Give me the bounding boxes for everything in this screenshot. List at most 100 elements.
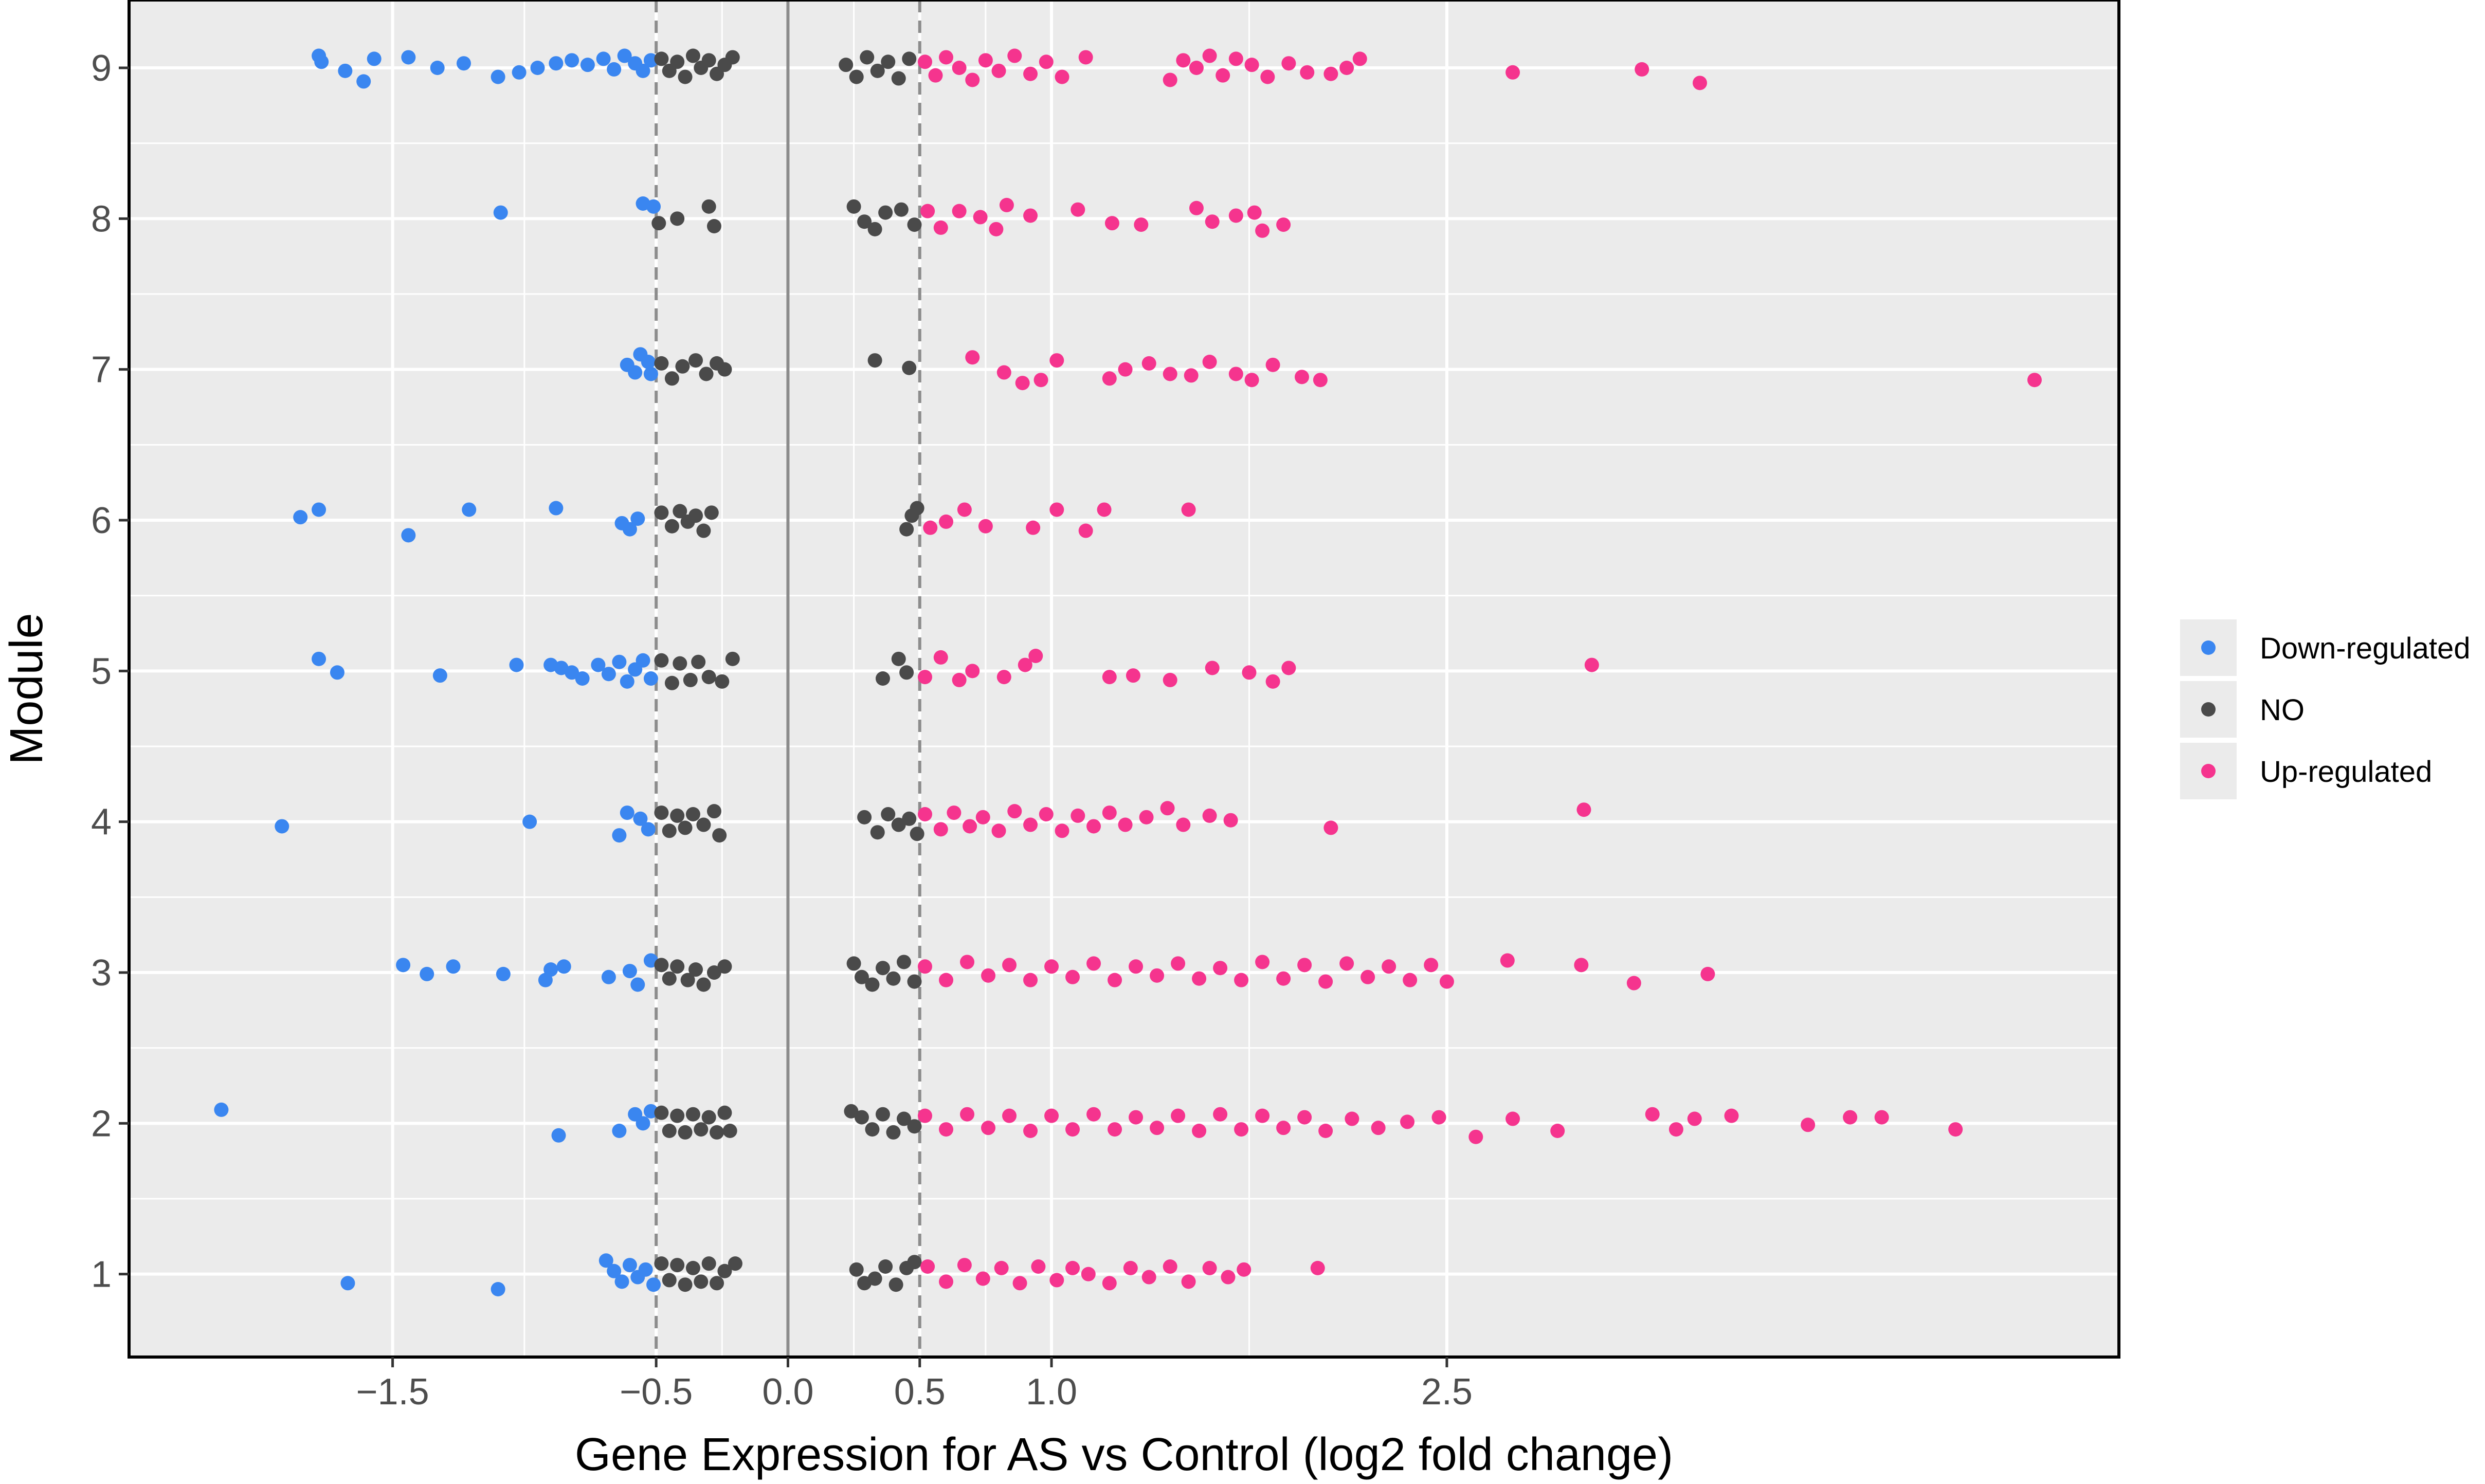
point-no [654,958,669,973]
point-down-regulated [620,805,634,820]
point-no [651,216,666,231]
point-up-regulated [1150,1121,1165,1135]
point-up-regulated [918,1108,932,1123]
point-down-regulated [420,966,434,981]
point-no [854,969,869,984]
point-down-regulated [646,199,661,214]
point-down-regulated [312,651,327,666]
point-up-regulated [939,973,954,987]
point-down-regulated [446,959,461,974]
point-up-regulated [1382,959,1396,974]
point-no [654,356,669,371]
point-down-regulated [462,502,477,517]
point-down-regulated [591,657,606,672]
point-up-regulated [920,204,935,218]
point-down-regulated [622,964,637,979]
point-up-regulated [1310,1260,1325,1275]
point-no [717,959,732,974]
point-up-regulated [939,514,954,529]
point-no [896,1111,911,1126]
point-up-regulated [1237,1262,1251,1277]
point-no [875,961,890,976]
point-down-regulated [612,1124,627,1138]
point-up-regulated [1323,66,1338,81]
point-down-regulated [620,674,634,689]
point-up-regulated [1002,1108,1017,1123]
point-down-regulated [575,671,590,686]
point-up-regulated [1023,66,1038,81]
point-no [654,805,669,820]
point-down-regulated [580,58,595,72]
point-no [670,54,685,69]
point-up-regulated [963,819,977,834]
point-down-regulated [509,657,524,672]
point-up-regulated [1216,68,1230,83]
x-axis-title: Gene Expression for AS vs Control (log2 … [575,1429,1673,1480]
point-down-regulated [275,819,289,834]
point-no [664,519,679,534]
point-up-regulated [1297,958,1312,973]
point-up-regulated [918,54,932,69]
point-down-regulated [607,1263,622,1278]
point-up-regulated [2027,373,2042,388]
point-no [654,1105,669,1120]
legend-label-down-regulated: Down-regulated [2260,632,2470,665]
point-up-regulated [975,810,990,825]
point-up-regulated [981,1121,996,1135]
point-no [675,359,690,374]
point-up-regulated [1265,674,1280,689]
point-no [701,199,716,214]
point-no [685,1260,700,1275]
point-up-regulated [1044,1108,1059,1123]
point-up-regulated [1294,370,1309,384]
point-up-regulated [1189,200,1204,215]
point-up-regulated [1213,1107,1228,1122]
point-no [896,955,911,969]
point-down-regulated [598,1253,613,1268]
point-no [717,1105,732,1120]
point-up-regulated [1202,808,1217,823]
point-up-regulated [1724,1108,1739,1123]
point-up-regulated [933,650,948,665]
point-down-regulated [293,510,308,525]
point-up-regulated [1163,367,1177,381]
point-up-regulated [994,1260,1009,1275]
point-down-regulated [530,61,545,75]
point-up-regulated [1403,973,1418,987]
point-up-regulated [989,222,1004,236]
point-up-regulated [923,520,938,535]
point-down-regulated [214,1102,229,1117]
point-up-regulated [1202,355,1217,369]
point-up-regulated [952,204,967,218]
point-up-regulated [1645,1107,1660,1122]
point-up-regulated [1108,1122,1122,1137]
point-up-regulated [1192,1124,1207,1138]
point-up-regulated [1018,657,1032,672]
point-no [867,353,882,368]
point-no [662,1273,677,1288]
point-up-regulated [952,61,967,75]
point-up-regulated [1318,974,1333,989]
point-no [717,1263,732,1278]
point-no [654,51,669,66]
point-no [902,811,917,826]
point-up-regulated [1700,966,1715,981]
point-no [685,48,700,63]
point-no [886,971,901,986]
point-up-regulated [1584,657,1599,672]
point-up-regulated [1123,1260,1138,1275]
point-up-regulated [1055,823,1069,838]
point-up-regulated [957,502,972,517]
point-no [854,1110,869,1125]
point-no [673,504,687,519]
point-up-regulated [1176,817,1191,832]
point-no [910,827,924,841]
point-up-regulated [978,519,993,534]
point-down-regulated [401,50,416,65]
point-up-regulated [933,220,948,235]
y-tick-label: 1 [91,1254,112,1295]
point-down-regulated [643,1104,658,1119]
point-up-regulated [1687,1111,1702,1126]
point-no [688,962,703,977]
point-up-regulated [1049,1273,1064,1288]
